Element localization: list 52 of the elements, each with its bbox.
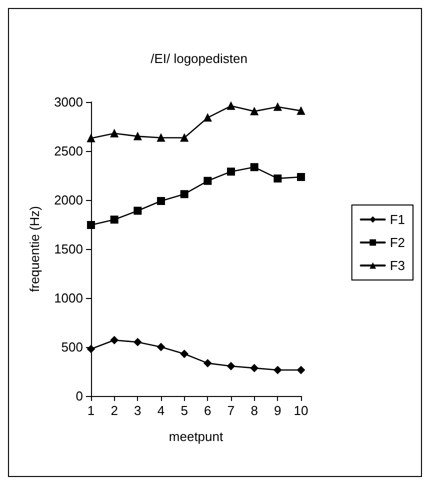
point [227,168,235,176]
x-axis-title: meetpunt [168,429,224,444]
point [250,364,258,372]
y-axis-title: frequentie (Hz) [27,206,42,292]
y-tick-label: 2000 [54,192,83,208]
legend-label: F1 [390,212,405,227]
x-tick-label: 8 [250,403,258,418]
point [297,106,305,115]
point [227,362,235,370]
y-tick-label: 1500 [54,242,83,256]
point [110,336,118,344]
point [157,196,165,205]
point [134,132,142,140]
point [204,114,212,122]
x-tick-label: 5 [180,403,188,418]
x-tick-label: 9 [274,403,282,418]
point [297,172,305,181]
legend-label: F3 [390,258,405,273]
y-tick-label: 3000 [54,94,83,110]
point [274,366,282,374]
point [134,338,142,346]
y-tick-label: 0 [76,388,83,404]
point [157,134,165,142]
x-tick-label: 10 [294,403,308,418]
point [110,129,118,138]
point [180,134,188,142]
x-tick-label: 3 [134,403,142,418]
point [250,107,258,116]
x-tick-label: 6 [204,403,212,418]
legend-label: F2 [390,235,405,250]
point [134,206,142,215]
x-tick-label: 4 [157,403,165,418]
y-tick-label: 1000 [54,290,83,306]
y-tick-label: 2500 [54,144,83,158]
x-tick-label: 1 [87,403,95,418]
point [204,176,212,185]
point [87,220,95,229]
point [204,359,212,368]
point [157,343,165,351]
x-tick-label: 7 [227,403,235,418]
point [274,102,282,111]
point [87,134,95,142]
x-tick-label: 2 [110,403,118,418]
point [180,190,188,198]
y-tick-label: 500 [61,340,83,354]
chart-title: /EI/ logopedisten [150,51,248,66]
point [180,350,188,358]
point [274,174,282,182]
point [250,163,258,172]
point [227,102,235,110]
point [297,366,305,374]
point [110,216,118,224]
